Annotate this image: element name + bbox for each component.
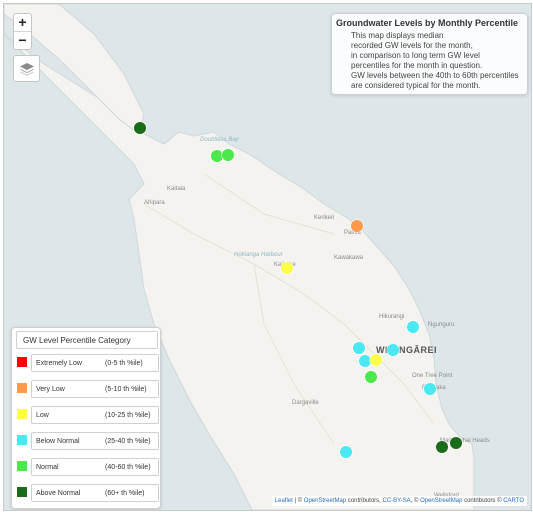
place-dargaville: Dargaville: [292, 400, 319, 406]
legend-label: Above Normal: [36, 490, 81, 497]
legend-range: (25-40 th %ile): [105, 438, 151, 445]
info-line: are considered typical for the month.: [351, 81, 481, 90]
legend-swatch: [17, 487, 27, 497]
site-marker[interactable]: [387, 344, 399, 356]
legend-swatch: [17, 383, 27, 393]
place-kerikeri: Kerikeri: [314, 215, 335, 221]
legend: GW Level Percentile Category Extremely L…: [11, 327, 161, 509]
site-marker[interactable]: [211, 150, 223, 162]
place-whangarei: WHANGĀREI: [376, 345, 437, 355]
legend-label: Extremely Low: [36, 360, 82, 367]
legend-range: (10-25 th %ile): [105, 412, 151, 419]
site-marker[interactable]: [351, 220, 363, 232]
legend-range: (5-10 th %ile): [105, 386, 147, 393]
legend-item-very-low: Very Low (5-10 th %ile): [14, 380, 160, 398]
site-marker[interactable]: [359, 355, 371, 367]
osm-link[interactable]: OpenStreetMap: [303, 498, 347, 504]
legend-label: Very Low: [36, 386, 65, 393]
place-mangawhai-heads: Mangawhai Heads: [440, 438, 490, 444]
legend-box: Below Normal (25-40 th %ile): [31, 432, 159, 450]
zoom-control: + −: [13, 13, 32, 50]
zoom-in-button[interactable]: +: [18, 14, 27, 30]
place-kawakawa: Kawakawa: [334, 255, 364, 261]
site-marker[interactable]: [370, 354, 382, 366]
place-paihia: Paihia: [344, 230, 361, 236]
legend-label: Low: [36, 412, 49, 419]
site-marker[interactable]: [353, 342, 365, 354]
legend-box: Normal (40-60 th %ile): [31, 458, 159, 476]
legend-swatch: [17, 435, 27, 445]
legend-box: Above Normal (60+ th %ile): [31, 484, 159, 502]
map-container[interactable]: Doubtless Bay Kaitaia Ahipara Kerikeri P…: [3, 3, 532, 511]
legend-range: (40-60 th %ile): [105, 464, 151, 471]
site-marker[interactable]: [407, 321, 419, 333]
legend-swatch: [17, 357, 27, 367]
place-kaitaia: Kaitaia: [167, 186, 186, 192]
land-mass: [4, 4, 475, 510]
site-marker[interactable]: [365, 371, 377, 383]
legend-swatch: [17, 409, 27, 419]
legend-range: (60+ th %ile): [105, 490, 145, 497]
legend-box: Very Low (5-10 th %ile): [31, 380, 159, 398]
carto-link[interactable]: CARTO: [503, 498, 524, 504]
attribution-text: contributors ©: [462, 498, 504, 504]
legend-range: (0-5 th %ile): [105, 360, 143, 367]
place-hokianga-harbour: Hokianga Harbour: [234, 252, 283, 258]
layers-icon: [19, 62, 34, 76]
zoom-out-button[interactable]: −: [14, 31, 31, 49]
attribution-text: , ©: [410, 498, 421, 504]
osm-link[interactable]: OpenStreetMap: [420, 498, 463, 504]
info-line: percentiles for the month in question.: [351, 61, 483, 70]
info-box: Groundwater Levels by Monthly Percentile…: [331, 13, 528, 95]
layers-button[interactable]: [13, 55, 40, 82]
legend-item-above-normal: Above Normal (60+ th %ile): [14, 484, 160, 502]
place-doubtless-bay: Doubtless Bay: [200, 137, 239, 143]
place-ngunguru: Ngunguru: [428, 322, 455, 328]
info-line: in comparison to long term GW level: [351, 51, 480, 60]
info-line: This map displays median: [351, 31, 444, 40]
site-marker[interactable]: [424, 383, 436, 395]
site-marker[interactable]: [134, 122, 146, 134]
legend-label: Normal: [36, 464, 59, 471]
site-marker[interactable]: [340, 446, 352, 458]
cc-by-sa-link[interactable]: CC-BY-SA: [382, 498, 411, 504]
site-marker[interactable]: [281, 262, 293, 274]
legend-label: Below Normal: [36, 438, 80, 445]
legend-item-below-normal: Below Normal (25-40 th %ile): [14, 432, 160, 450]
legend-item-normal: Normal (40-60 th %ile): [14, 458, 160, 476]
legend-box: Extremely Low (0-5 th %ile): [31, 354, 159, 372]
place-one-tree-point: One Tree Point: [412, 373, 453, 379]
place-hikurangi: Hikurangi: [379, 314, 405, 320]
site-marker[interactable]: [436, 441, 448, 453]
site-marker[interactable]: [222, 149, 234, 161]
legend-box: Low (10-25 th %ile): [31, 406, 159, 424]
legend-item-extremely-low: Extremely Low (0-5 th %ile): [14, 354, 160, 372]
site-marker[interactable]: [450, 437, 462, 449]
legend-swatch: [17, 461, 27, 471]
legend-title: GW Level Percentile Category: [16, 331, 158, 349]
legend-item-low: Low (10-25 th %ile): [14, 406, 160, 424]
attribution-text: contributors,: [346, 498, 383, 504]
info-title: Groundwater Levels by Monthly Percentile: [336, 18, 519, 28]
leaflet-link[interactable]: Leaflet: [274, 498, 293, 504]
attribution-text: | ©: [292, 498, 304, 504]
info-line: recorded GW levels for the month,: [351, 41, 473, 50]
info-line: GW levels between the 40th to 60th perce…: [351, 71, 519, 80]
place-ahipara: Ahipara: [144, 200, 165, 206]
map-attribution: Leaflet | © OpenStreetMap contributors, …: [271, 496, 527, 506]
